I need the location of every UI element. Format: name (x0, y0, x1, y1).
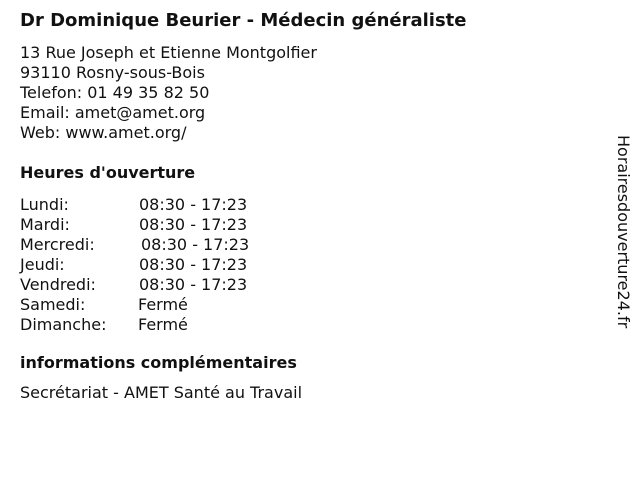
day-label: Dimanche: (20, 315, 107, 334)
day-hours: Fermé (138, 315, 188, 334)
hours-heading: Heures d'ouverture (20, 163, 196, 182)
day-label: Mercredi: (20, 235, 95, 254)
hours-row: Vendredi: 08:30 - 17:23 (20, 275, 249, 295)
phone: Telefon: 01 49 35 82 50 (20, 83, 210, 102)
day-hours: 08:30 - 17:23 (139, 195, 248, 214)
site-watermark: Horairesdouverture24.fr (614, 135, 633, 329)
info-text: Secrétariat - AMET Santé au Travail (20, 383, 303, 402)
hours-row: Lundi: 08:30 - 17:23 (20, 195, 249, 215)
page-title: Dr Dominique Beurier - Médecin généralis… (20, 10, 467, 31)
day-hours: 08:30 - 17:23 (139, 255, 248, 274)
day-hours: Fermé (138, 295, 188, 314)
day-hours: 08:30 - 17:23 (141, 235, 250, 254)
hours-row: Mercredi: 08:30 - 17:23 (20, 235, 249, 255)
hours-row: Dimanche: Fermé (20, 315, 249, 335)
contact-block: 13 Rue Joseph et Etienne Montgolfier 931… (20, 43, 317, 143)
hours-row: Jeudi: 08:30 - 17:23 (20, 255, 249, 275)
email: Email: amet@amet.org (20, 103, 206, 122)
day-label: Jeudi: (20, 255, 65, 274)
day-hours: 08:30 - 17:23 (139, 275, 248, 294)
hours-row: Mardi: 08:30 - 17:23 (20, 215, 249, 235)
hours-row: Samedi: Fermé (20, 295, 249, 315)
day-label: Vendredi: (20, 275, 96, 294)
day-label: Mardi: (20, 215, 70, 234)
day-label: Samedi: (20, 295, 86, 314)
day-label: Lundi: (20, 195, 69, 214)
city: 93110 Rosny-sous-Bois (20, 63, 205, 82)
website: Web: www.amet.org/ (20, 123, 187, 142)
street-address: 13 Rue Joseph et Etienne Montgolfier (20, 43, 317, 62)
info-heading: informations complémentaires (20, 353, 297, 372)
hours-table: Lundi: 08:30 - 17:23 Mardi: 08:30 - 17:23 … (20, 195, 249, 335)
day-hours: 08:30 - 17:23 (139, 215, 248, 234)
